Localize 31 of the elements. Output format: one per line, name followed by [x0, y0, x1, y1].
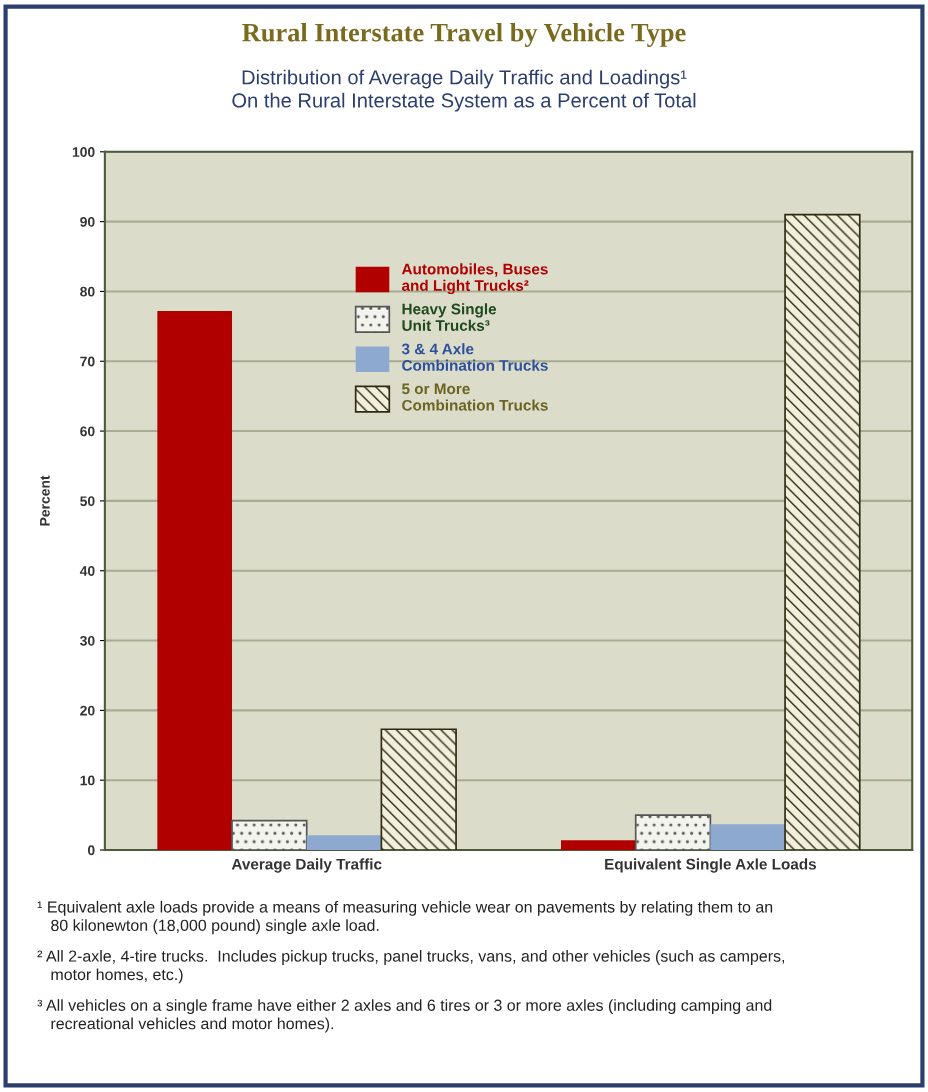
bar	[380, 728, 457, 851]
bar	[157, 310, 233, 851]
y-tick-label: 100	[72, 147, 95, 157]
y-tick-label: 70	[80, 356, 95, 367]
legend-label: Automobiles, Buses and Light Trucks²	[401, 263, 548, 295]
y-tick-label: 90	[80, 216, 95, 227]
bar	[561, 840, 636, 851]
y-tick-label: 10	[80, 775, 95, 786]
bar	[231, 819, 308, 851]
x-tick-label: Average Daily Traffic	[231, 858, 382, 873]
chart-subtitle: Distribution of Average Daily Traffic and Loadings¹ On the Rural Interstate System as a Percent of Total	[232, 69, 696, 112]
y-tick-label: 20	[80, 705, 95, 716]
bar	[710, 824, 786, 851]
legend-label: 5 or More Combination Trucks	[401, 383, 548, 411]
y-tick-label: 50	[80, 496, 95, 507]
text: ³ All vehicles on a single frame have either 2 axles and 6 tires or 3 or more axles (including camping and recreational vehicles and motor homes).	[37, 999, 772, 1033]
y-tick-label: 30	[80, 635, 95, 646]
text: ¹ Equivalent axle loads provide a means of measuring vehicle wear on pavements by relating them to an 80 kilonewton (18,000 pound) single axle load.	[37, 900, 773, 935]
y-tick-label: 80	[80, 286, 95, 297]
y-tick-label: 0	[87, 845, 95, 856]
y-tick-label: 60	[80, 426, 95, 437]
bar	[634, 814, 712, 851]
y-axis-title: Percent	[40, 475, 50, 526]
chart-title: Rural Interstate Travel by Vehicle Type	[242, 22, 686, 47]
x-tick-label: Equivalent Single Axle Loads	[605, 858, 817, 873]
legend-label: 3 & 4 Axle Combination Trucks	[401, 343, 548, 371]
y-tick-label: 40	[79, 566, 95, 576]
text: ² All 2-axle, 4-tire trucks. Includes pickup trucks, panel trucks, vans, and other vehicles (such as campers, motor homes, etc.)	[37, 950, 785, 984]
legend-label: Heavy Single Unit Trucks³	[402, 303, 497, 331]
bar	[306, 835, 382, 851]
bar	[784, 213, 861, 851]
